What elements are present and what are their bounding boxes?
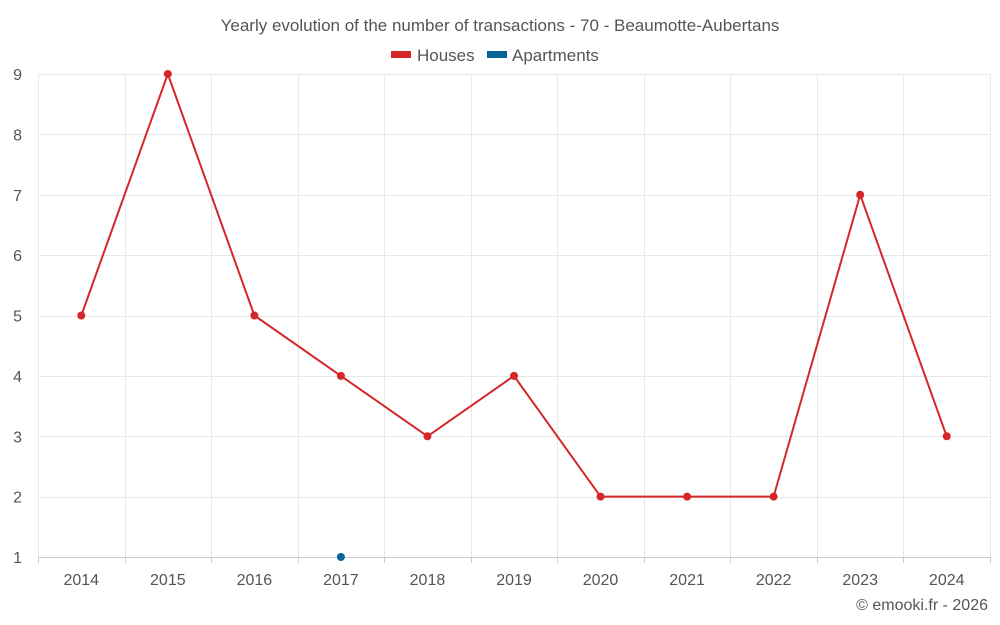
- y-tick-label: 6: [13, 248, 22, 265]
- legend-label-apartments[interactable]: Apartments: [512, 46, 599, 65]
- legend-label-houses[interactable]: Houses: [417, 46, 475, 65]
- data-point-houses[interactable]: [856, 190, 865, 199]
- data-point-houses[interactable]: [250, 311, 259, 320]
- legend-swatch-houses[interactable]: [391, 51, 411, 58]
- grid: [38, 74, 991, 558]
- legend: Houses Apartments: [391, 46, 599, 65]
- y-tick-label: 4: [13, 369, 22, 386]
- series: [77, 70, 951, 561]
- x-tick-label: 2021: [669, 572, 705, 589]
- data-point-houses[interactable]: [163, 70, 172, 78]
- y-tick-label: 5: [13, 309, 22, 326]
- data-point-houses[interactable]: [423, 432, 432, 441]
- x-tick-label: 2015: [150, 572, 186, 589]
- legend-swatch-apartments[interactable]: [487, 51, 507, 58]
- data-point-houses[interactable]: [942, 432, 951, 441]
- x-tick-label: 2016: [237, 572, 273, 589]
- credit-text: © emooki.fr - 2026: [856, 597, 988, 614]
- data-point-houses[interactable]: [596, 492, 605, 501]
- x-tick-label: 2022: [756, 572, 792, 589]
- x-tick-label: 2017: [323, 572, 359, 589]
- x-tick-label: 2020: [583, 572, 619, 589]
- x-tick-label: 2014: [63, 572, 99, 589]
- x-axis-ticks: 2014 2015 2016 2017 2018 2019 2020 2021 2022 2023…: [38, 557, 991, 589]
- x-tick-label: 2019: [496, 572, 532, 589]
- y-tick-label: 7: [13, 188, 22, 205]
- data-point-apartments[interactable]: [336, 553, 345, 561]
- x-tick-label: 2023: [842, 572, 878, 589]
- y-tick-label: 8: [13, 127, 22, 144]
- data-point-houses[interactable]: [683, 492, 692, 501]
- data-point-houses[interactable]: [769, 492, 778, 501]
- data-point-houses[interactable]: [336, 371, 345, 380]
- chart-title: Yearly evolution of the number of transa…: [221, 16, 780, 35]
- y-axis-ticks: 1 2 3 4 5 6 7 8 9: [13, 67, 22, 567]
- x-tick-label: 2018: [410, 572, 446, 589]
- data-point-houses[interactable]: [77, 311, 86, 320]
- data-point-houses[interactable]: [510, 371, 518, 380]
- y-tick-label: 3: [13, 429, 22, 446]
- y-tick-label: 1: [13, 550, 22, 567]
- y-tick-label: 9: [13, 67, 22, 84]
- x-tick-label: 2024: [929, 572, 965, 589]
- y-tick-label: 2: [13, 490, 22, 507]
